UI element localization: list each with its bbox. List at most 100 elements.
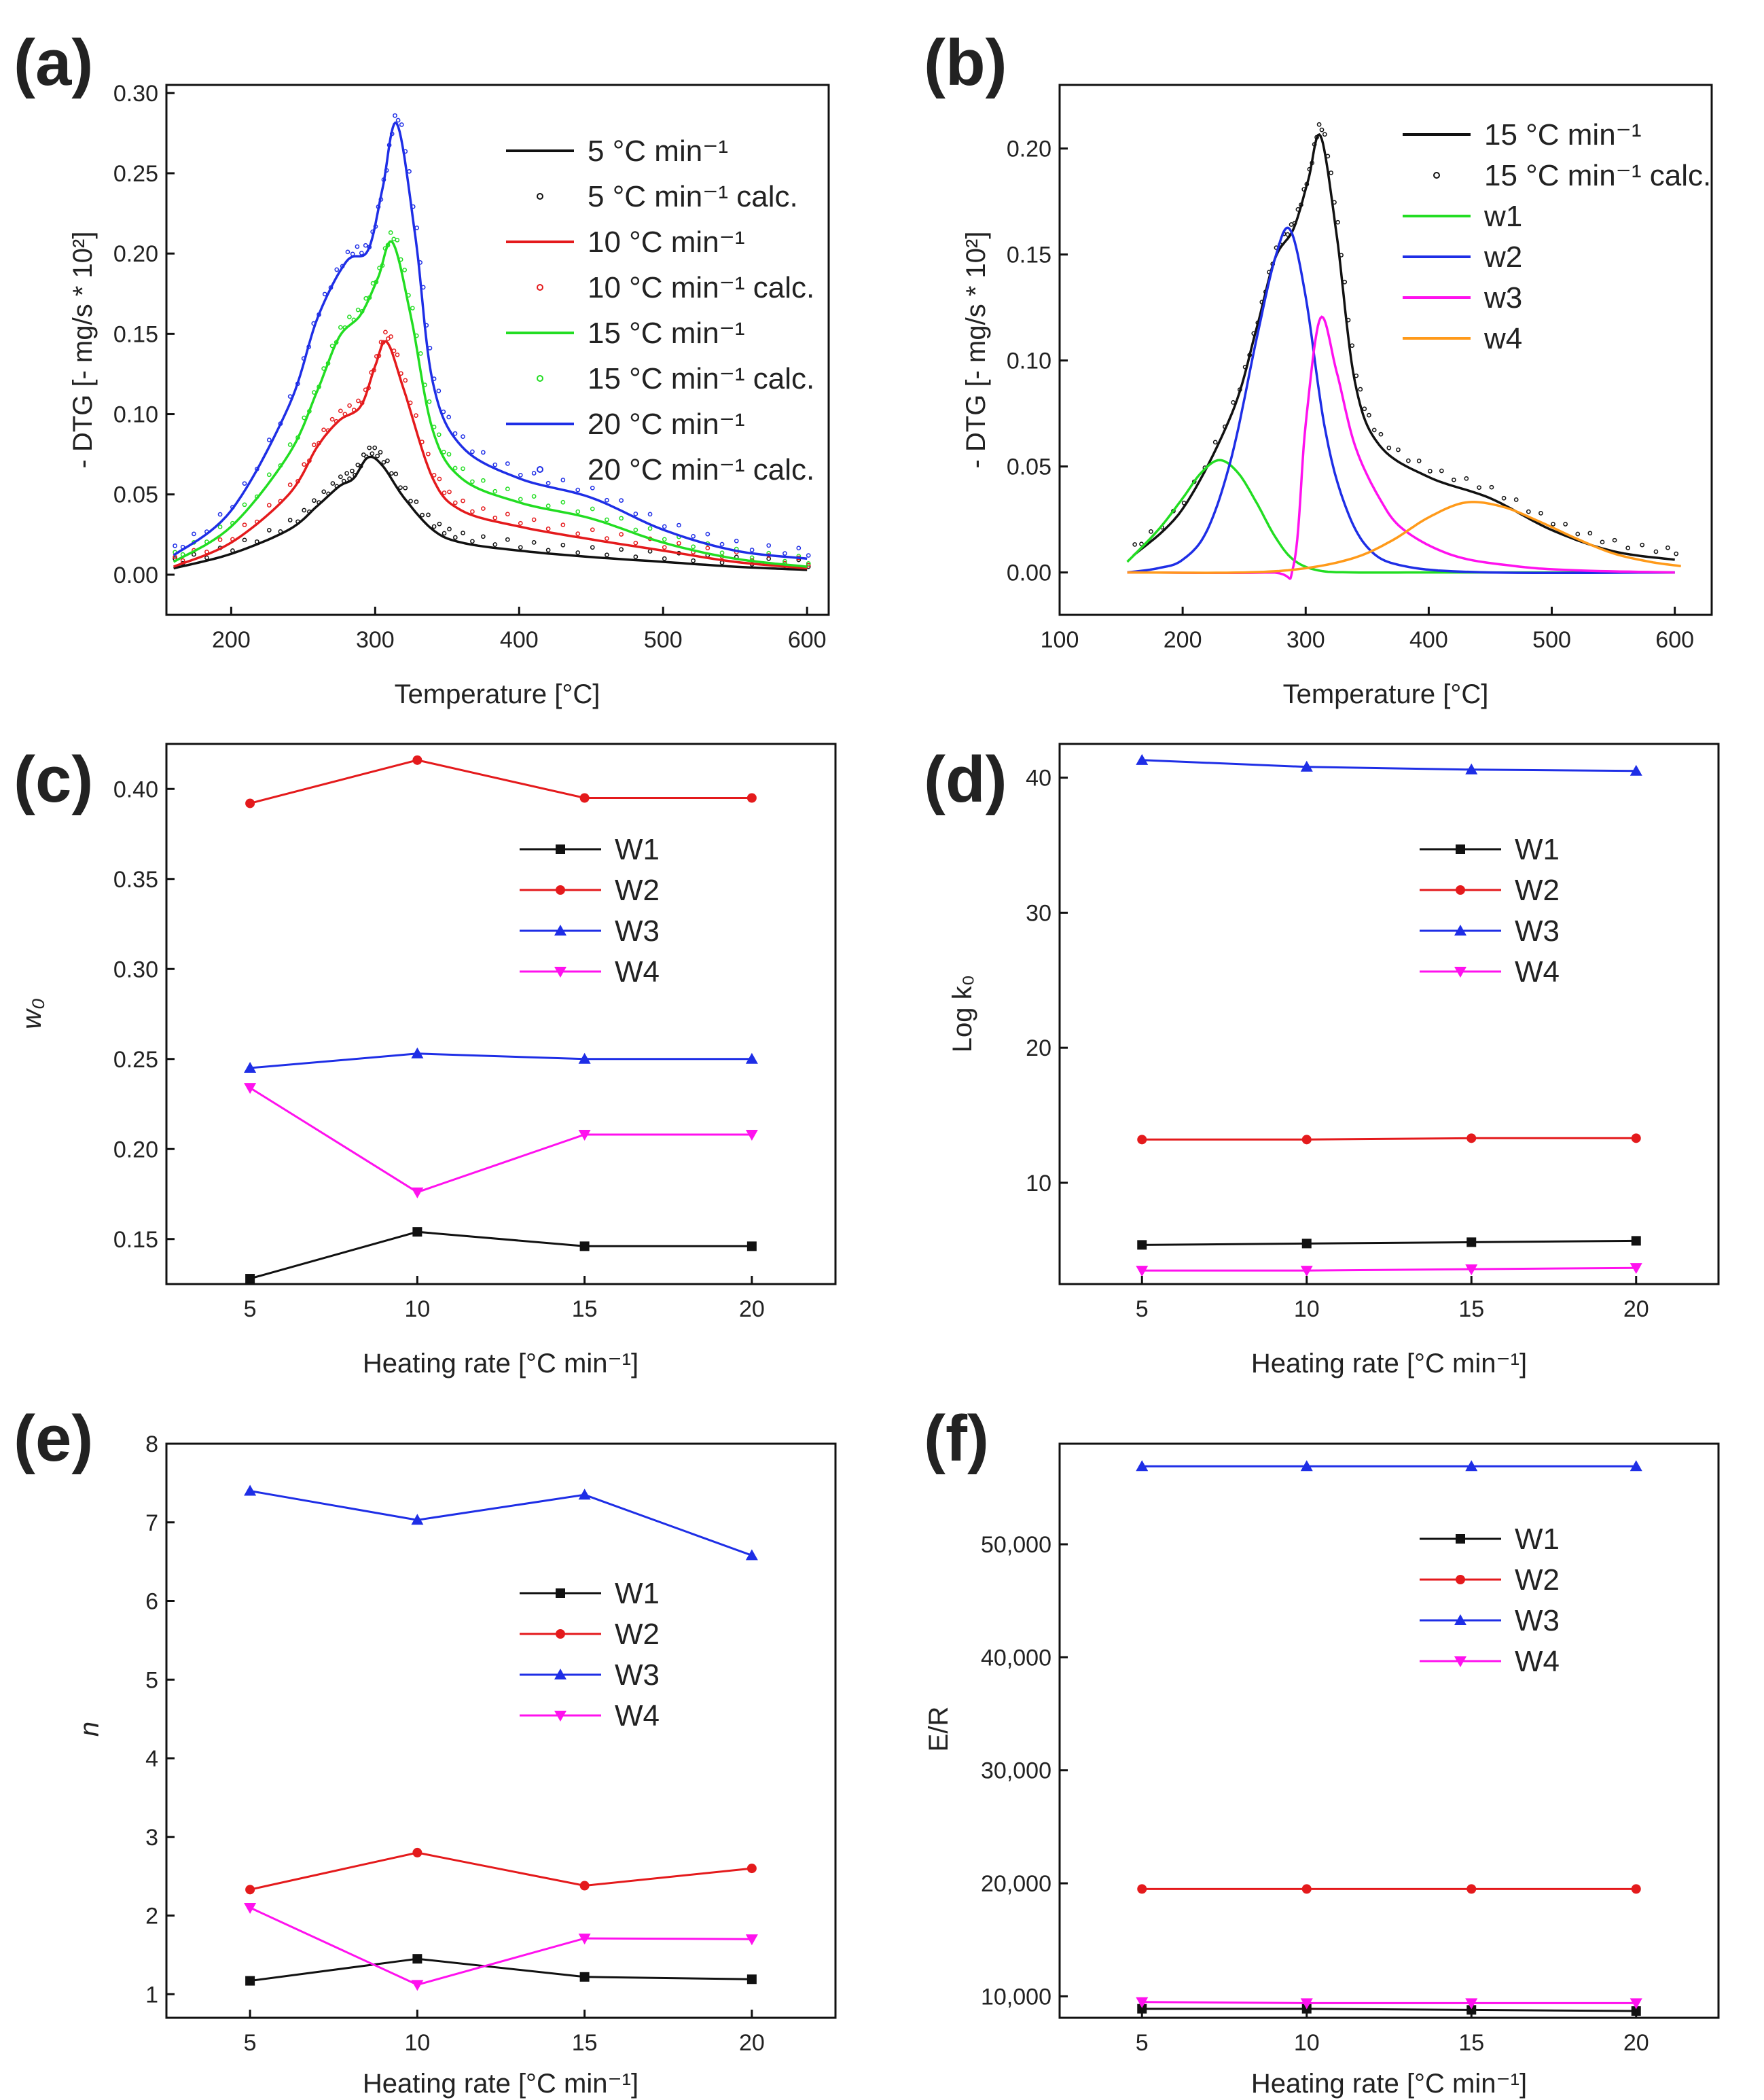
panel-a-calc-point [560,499,566,505]
panel-c-y-tick-label: 0.15 [113,1227,158,1253]
panel-a-curve-10-c-min [173,340,808,570]
panel-d-legend-marker [1454,967,1466,978]
panel-a-calc-point [321,427,326,433]
panel-f-x-tick-label: 5 [1136,2030,1149,2056]
panel-a-calc-point [322,291,327,297]
panel-a-calc-point [677,541,681,546]
panel-f-point-w2 [1466,1884,1477,1894]
panel-b-legend-swatch [1433,172,1440,179]
panel-a-calc-point [351,317,357,323]
panel-a-calc-point [359,400,365,406]
panel-a-calc-point [590,545,595,550]
panel-a-calc-point [329,416,335,422]
panel-e-legend-marker [554,1669,566,1679]
panel-c-point-w4 [411,1187,424,1198]
panel-label-c: (c) [14,743,93,816]
panel-b-calc-point [1242,364,1248,370]
panel-e-line-w1 [249,1957,752,1982]
panel-a-calc-point [381,460,386,465]
panel-a-calc-point [358,464,363,469]
panel-a-calc-point [383,330,388,335]
panel-b-calc-point [1371,427,1377,433]
panel-a-calc-point [705,531,710,537]
panel-a-calc-point [441,449,446,455]
panel-d-legend-marker [1456,844,1465,854]
panel-b-calc-point [1464,476,1469,481]
panel-b-y-tick-label: 0.15 [1007,243,1051,268]
panel-a-calc-point [705,546,710,551]
panel-a-calc-point [388,230,393,235]
panel-c-y-tick-label: 0.20 [113,1137,158,1162]
panel-a-calc-point [359,308,365,314]
panel-a-calc-point [431,473,437,478]
panel-e-x-tick-label: 20 [739,2030,765,2056]
panel-a-calc-point [302,415,307,421]
panel-a-calc-point [353,473,357,478]
panel-a-calc-point [605,536,609,541]
panel-a-calc-point [470,479,475,484]
panel-a-calc-point [481,450,486,455]
panel-a-calc-point [204,549,209,554]
panel-a-calc-point [395,352,400,357]
panel-a-calc-point [806,553,811,558]
panel-a-calc-point [302,462,307,467]
panel-a-calc-point [334,419,339,424]
panel-e-y-tick-label: 6 [145,1589,158,1615]
panel-c-point-w3 [244,1062,257,1073]
panel-f-point-w4 [1136,1997,1149,2008]
panel-b-curve-w2 [1127,226,1675,575]
panel-a-calc-point [408,400,413,406]
panel-a-calc-point [403,149,408,154]
panel-f-series [1136,1460,1642,2016]
panel-a-calc-point [287,518,293,522]
panel-a-calc-point [338,325,343,330]
panel-e-y-tick-label: 7 [145,1510,158,1536]
panel-b-calc-point [1428,469,1433,474]
panel-a-calc-point [369,370,374,375]
panel-c-line-w1 [249,1230,752,1280]
panel-b-calc-point [1322,132,1327,137]
panel-a-calc-point [647,512,653,517]
panel-a-calc-point [647,526,653,531]
panel-b-calc-point [1335,219,1340,225]
panel-a-calc-point [560,522,566,527]
panel-a-calc-point [796,546,802,551]
panel-f-x-ticks: 5 10 15 20 [1136,2010,1649,2056]
panel-e-point-w3 [578,1489,591,1500]
panel-b-calc-point [1312,142,1317,147]
panel-a-calc-point [399,122,404,127]
panel-a-calc-point [662,545,667,550]
panel-b-calc-point [1406,458,1411,463]
panel-f-legend: W1 W2 W3 W4 [1420,1523,1560,1678]
panel-f-y-tick-label: 50,000 [981,1532,1051,1558]
panel-d-y-tick-label: 40 [1026,766,1051,791]
panel-a-calc-point [461,434,465,439]
panel-a-calc-point [426,451,431,457]
panel-a-legend: 5 °C min⁻¹ 5 °C min⁻¹ calc. 10 °C min⁻¹ 10 … [506,135,814,486]
panel-f-line-w4 [1142,2001,1636,2004]
panel-c-point-w2 [412,755,422,765]
panel-f-point-w2 [1301,1884,1312,1894]
panel-c-point-w4 [578,1130,591,1141]
panel-f: (f) 5 10 15 20 10,000 20,000 30,000 40,000 50,0… [924,1402,1720,2099]
panel-d-point-w4 [1300,1266,1313,1277]
panel-f-y-tick-label: 40,000 [981,1645,1051,1671]
panel-d-line-w2 [1142,1137,1636,1141]
panel-b-legend-label: 15 °C min⁻¹ calc. [1484,159,1711,192]
panel-a-calc-point [295,478,300,484]
panel-d-y-tick-label: 30 [1026,900,1051,926]
panel-a-legend-label: 5 °C min⁻¹ calc. [588,180,798,213]
panel-a-calc-point [356,398,361,404]
panel-a-calc-point [414,333,419,338]
panel-a-calc-point [389,131,395,137]
panel-a-calc-point [329,343,335,349]
panel-b-frame [1058,84,1713,616]
panel-f-point-w4 [1300,1998,1313,2010]
panel-a-calc-point [461,531,465,535]
panel-a-calc-point [691,534,696,539]
panel-c-y-tick-label: 0.35 [113,867,158,893]
panel-a-calc-point [266,438,272,442]
panel-a-calc-point [531,540,537,545]
panel-a-calc-point [545,548,551,553]
panel-b-calc-point [1299,202,1303,207]
